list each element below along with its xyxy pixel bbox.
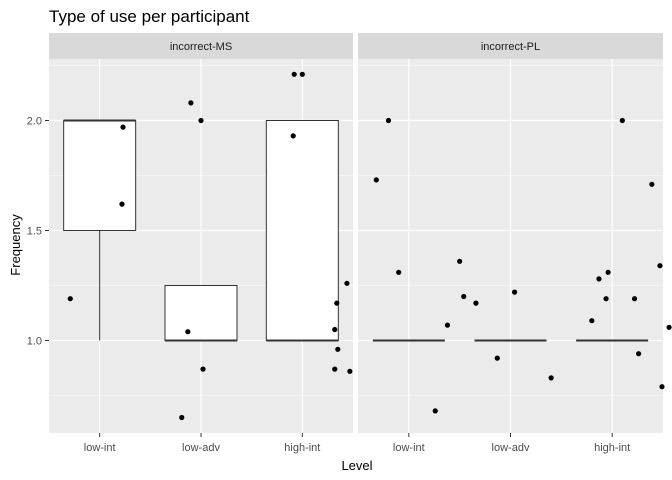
data-point (332, 326, 338, 333)
data-point (605, 269, 611, 275)
data-point (179, 414, 185, 421)
facet-panel-1: incorrect-PL low-int low-adv high-int (347, 33, 672, 454)
data-point (473, 300, 479, 306)
data-point (631, 296, 638, 302)
data-point (185, 329, 191, 335)
facet-strip (358, 33, 663, 59)
box (265, 120, 339, 341)
data-point (603, 296, 609, 302)
data-point (198, 117, 204, 124)
x-axis-title: Level (341, 458, 372, 473)
x-tick-label: low-int (84, 442, 116, 454)
data-point (290, 133, 296, 139)
x-tick-label: high-int (594, 442, 630, 454)
box (63, 120, 137, 231)
facet-strip-label: incorrect-PL (481, 41, 540, 53)
box (164, 285, 238, 341)
data-point (494, 355, 500, 361)
y-tick-label: 1.0 (27, 336, 42, 348)
data-point (432, 408, 438, 414)
y-tick-label: 1.5 (27, 226, 42, 238)
data-point (444, 322, 451, 328)
data-point (385, 117, 392, 124)
data-point (396, 269, 402, 275)
data-point (636, 351, 642, 357)
facet-panel-0: incorrect-MS low-int low-adv high-int (49, 33, 353, 454)
x-tick-label: low-adv (492, 442, 530, 454)
data-point (120, 124, 126, 130)
facet-strip (49, 33, 353, 59)
data-point (596, 276, 602, 282)
data-point (332, 366, 338, 372)
data-point (188, 100, 194, 106)
data-point (373, 177, 379, 183)
chart-title: Type of use per participant (49, 7, 250, 26)
data-point (335, 346, 341, 352)
facet-strip-label: incorrect-MS (170, 41, 232, 53)
data-point (291, 71, 297, 77)
data-point (666, 324, 672, 330)
data-point (119, 201, 125, 207)
data-point (461, 293, 467, 300)
data-point (619, 117, 625, 124)
data-point (659, 384, 665, 390)
data-point (511, 289, 518, 295)
data-point (347, 368, 353, 374)
y-tick-label: 2.0 (27, 116, 42, 128)
data-point (657, 263, 663, 269)
data-point (67, 296, 73, 302)
data-point (200, 366, 206, 372)
boxplot-low-int (63, 119, 137, 341)
data-point (457, 258, 463, 264)
y-axis-title: Frequency (8, 214, 23, 276)
boxplot-high-int (265, 120, 339, 342)
data-point (334, 300, 340, 306)
data-point (299, 71, 305, 77)
data-point (589, 318, 595, 324)
x-tick-label: high-int (284, 442, 320, 454)
x-tick-label: low-adv (182, 442, 220, 454)
x-tick-label: low-int (393, 442, 425, 454)
boxplot-low-adv (164, 285, 238, 342)
data-point (649, 181, 655, 187)
data-point (548, 375, 554, 381)
data-point (344, 280, 350, 286)
